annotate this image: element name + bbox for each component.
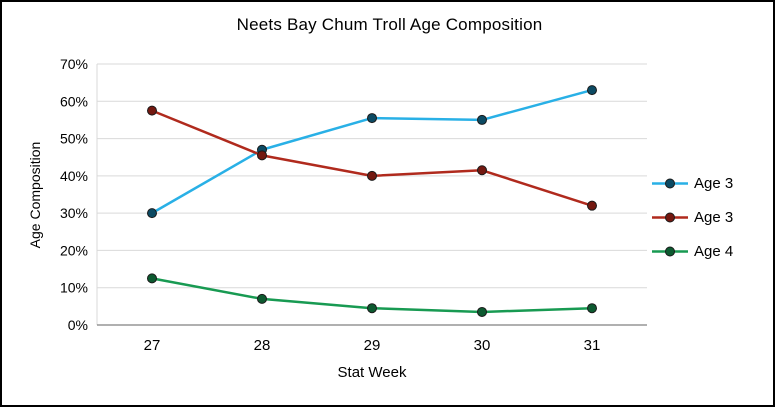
series-line <box>150 109 594 207</box>
data-point-marker <box>147 273 157 284</box>
chart-title: Neets Bay Chum Troll Age Composition <box>236 15 543 34</box>
data-point-marker <box>477 306 487 317</box>
legend-label: Age 3 <box>694 175 734 192</box>
y-tick-label: 0% <box>68 317 88 333</box>
x-axis-tick-labels: 27 28 29 30 31 <box>144 337 601 354</box>
data-point-marker <box>587 200 597 211</box>
series-2-age-4 <box>147 273 597 317</box>
legend: Age 3 Age 3 Age 4 <box>652 176 733 259</box>
series-0-age-3 <box>147 85 597 219</box>
x-tick-label: 28 <box>254 337 271 354</box>
data-point-marker <box>147 105 157 116</box>
data-point-marker <box>367 170 377 181</box>
y-tick-label: 50% <box>60 131 88 147</box>
y-tick-label: 60% <box>60 93 88 109</box>
data-point-marker <box>367 303 377 314</box>
legend-marker-icon <box>652 212 688 223</box>
legend-marker-icon <box>652 178 688 189</box>
x-tick-label: 29 <box>364 337 381 354</box>
data-point-marker <box>147 208 157 219</box>
legend-item-0: Age 3 <box>652 176 733 191</box>
data-point-marker <box>587 303 597 314</box>
gridlines <box>97 63 647 326</box>
data-point-marker <box>477 165 487 176</box>
legend-item-2: Age 4 <box>652 244 733 259</box>
series-line <box>150 88 594 215</box>
x-tick-label: 30 <box>474 337 491 354</box>
y-axis-tick-labels: 0% 10% 20% 30% 40% 50% 60% 70% <box>60 56 88 333</box>
x-tick-label: 31 <box>584 337 601 354</box>
y-tick-label: 30% <box>60 205 88 221</box>
series-1-age-3 <box>147 105 597 211</box>
legend-item-1: Age 3 <box>652 210 733 225</box>
legend-label: Age 3 <box>694 209 734 226</box>
data-point-marker <box>477 114 487 125</box>
data-point-marker <box>587 85 597 96</box>
y-tick-label: 70% <box>60 56 88 72</box>
y-tick-label: 40% <box>60 168 88 184</box>
data-point-marker <box>367 113 377 124</box>
y-tick-label: 20% <box>60 242 88 258</box>
x-axis-title: Stat Week <box>337 364 407 381</box>
y-tick-label: 10% <box>60 280 88 296</box>
data-point-marker <box>257 293 267 304</box>
x-tick-label: 27 <box>144 337 161 354</box>
legend-marker-icon <box>652 246 688 257</box>
legend-label: Age 4 <box>694 243 734 260</box>
data-point-marker <box>257 150 267 161</box>
